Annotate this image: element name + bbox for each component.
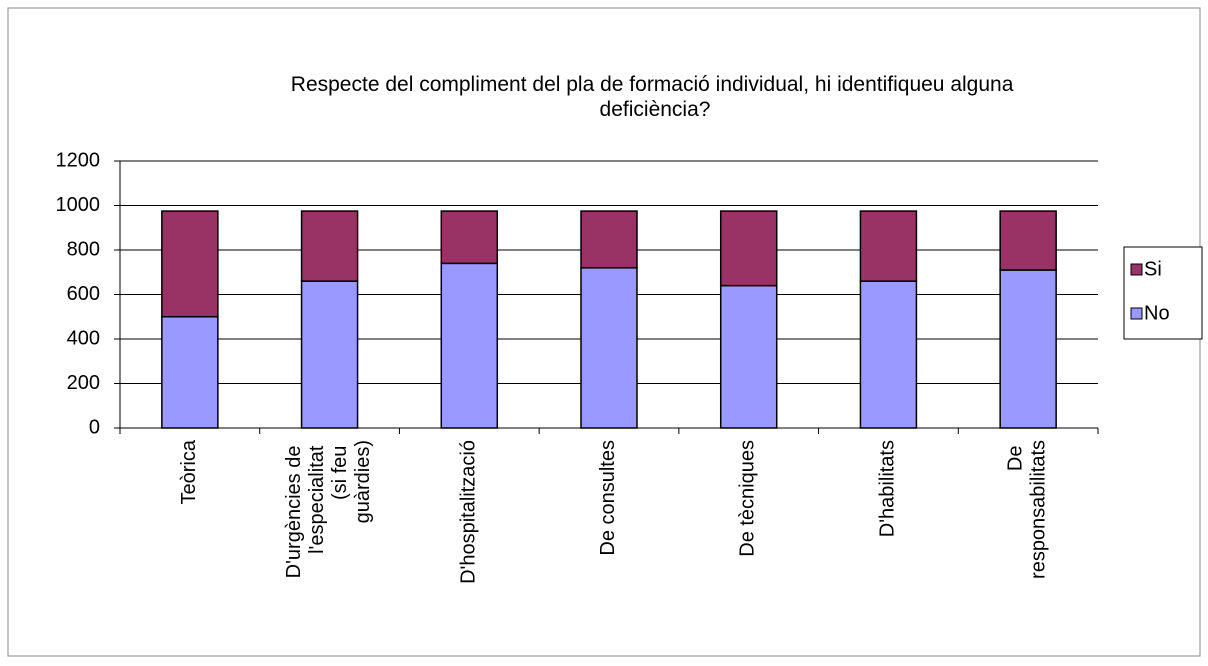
- bar-segment: [999, 210, 1057, 271]
- bar-segment: [719, 210, 778, 287]
- y-tick-label: 1000: [56, 194, 101, 216]
- x-tick-label: D'hospitalització: [458, 440, 480, 584]
- y-tick-label: 400: [67, 327, 100, 349]
- legend-box: [1123, 246, 1203, 340]
- y-tick-label: 800: [67, 238, 100, 260]
- legend-label: No: [1144, 302, 1170, 324]
- legend-label: Si: [1144, 258, 1162, 280]
- x-tick-label: De tècniques: [737, 440, 759, 557]
- x-tick-label: Teòrica: [178, 439, 200, 504]
- x-tick-label: De responsabilitats: [1005, 440, 1050, 579]
- bar-segment: [859, 210, 918, 282]
- y-tick-label: 600: [67, 283, 100, 305]
- bar-segment: [440, 262, 499, 429]
- chart-title: Respecte del compliment del pla de forma…: [291, 73, 1019, 121]
- x-tick-label: De consultes: [597, 440, 619, 556]
- y-tick-label: 1200: [56, 149, 101, 171]
- y-tick-label: 0: [89, 416, 100, 438]
- y-tick-label: 200: [67, 372, 100, 394]
- bar-segment: [719, 284, 778, 429]
- legend-swatch: [1130, 263, 1143, 276]
- legend-swatch: [1130, 307, 1143, 320]
- bar-segment: [440, 210, 499, 265]
- x-tick-label: D'urgències de l'especialitat (si feu gu…: [283, 440, 374, 578]
- bar-segment: [161, 210, 219, 318]
- bar-segment: [859, 280, 918, 429]
- bar-segment: [300, 210, 359, 282]
- bar-segment: [161, 316, 219, 429]
- bar-segment: [300, 280, 359, 429]
- x-tick-label: D'habilitats: [877, 440, 899, 537]
- bar-segment: [999, 269, 1057, 429]
- bar-segment: [580, 210, 638, 269]
- bar-segment: [580, 267, 638, 429]
